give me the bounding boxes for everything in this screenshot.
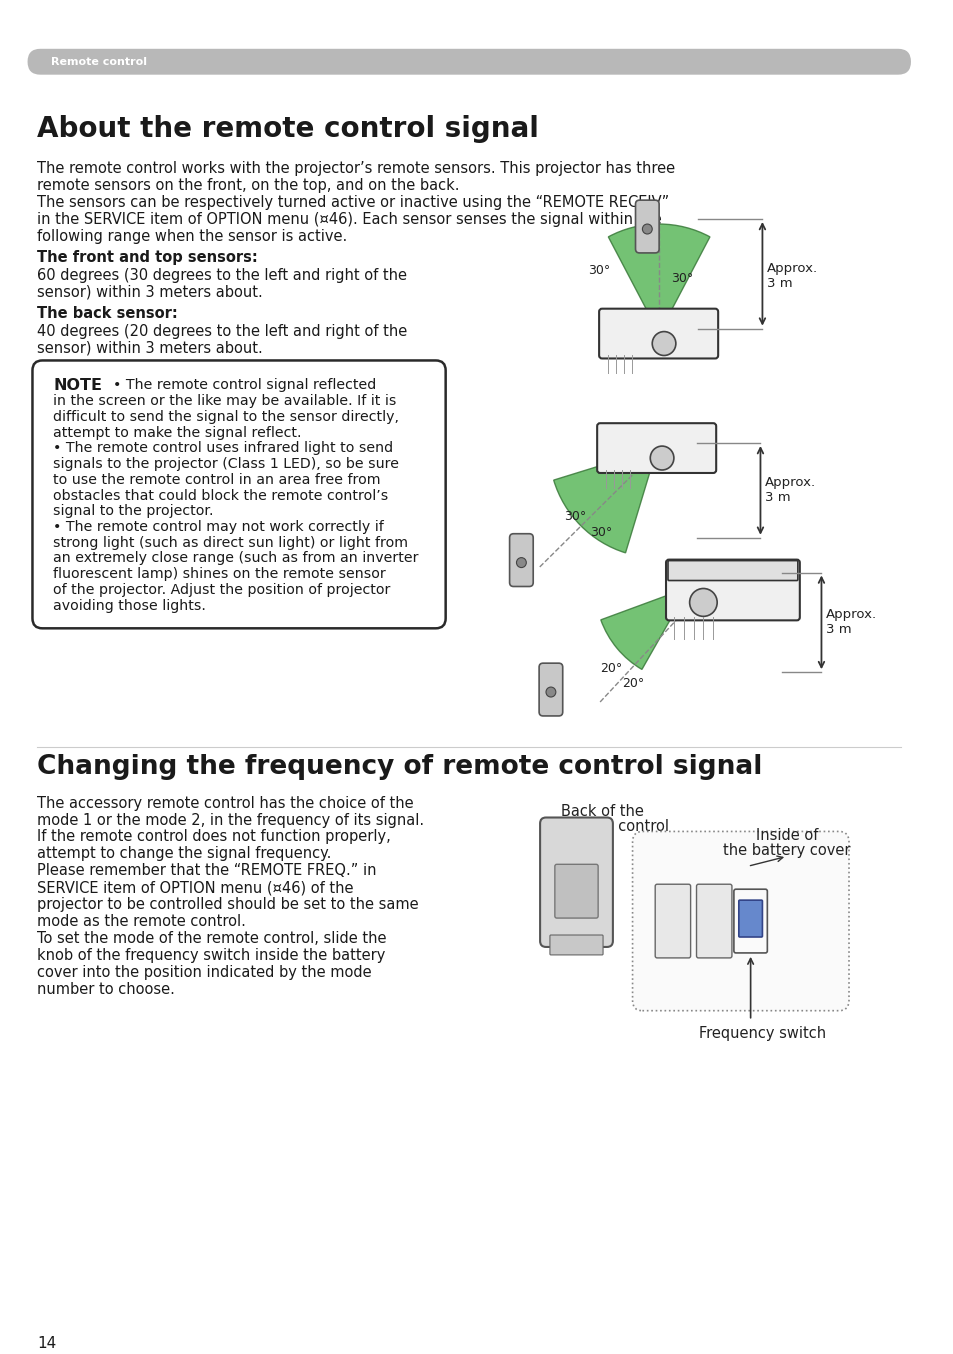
FancyBboxPatch shape [655, 884, 690, 957]
Wedge shape [553, 448, 657, 552]
Text: About the remote control signal: About the remote control signal [37, 115, 538, 142]
Text: Please remember that the “REMOTE FREQ.” in: Please remember that the “REMOTE FREQ.” … [37, 864, 376, 879]
FancyBboxPatch shape [696, 884, 731, 957]
Text: The back sensor:: The back sensor: [37, 306, 178, 321]
Text: 14: 14 [37, 1336, 56, 1351]
FancyBboxPatch shape [635, 200, 659, 253]
Text: knob of the frequency switch inside the battery: knob of the frequency switch inside the … [37, 948, 385, 963]
FancyBboxPatch shape [597, 424, 716, 473]
Text: Approx.
3 m: Approx. 3 m [766, 261, 818, 290]
Wedge shape [600, 588, 688, 669]
FancyBboxPatch shape [32, 360, 445, 628]
Circle shape [689, 589, 717, 616]
Text: strong light (such as direct sun light) or light from: strong light (such as direct sun light) … [53, 536, 408, 550]
Circle shape [652, 332, 675, 356]
Text: Changing the frequency of remote control signal: Changing the frequency of remote control… [37, 754, 762, 780]
Text: NOTE: NOTE [53, 378, 102, 394]
Text: Approx.
3 m: Approx. 3 m [825, 608, 877, 636]
Text: following range when the sensor is active.: following range when the sensor is activ… [37, 229, 347, 244]
Text: Approx.
3 m: Approx. 3 m [764, 475, 816, 504]
Text: the battery cover: the battery cover [722, 844, 850, 858]
Text: 60 degrees (30 degrees to the left and right of the: 60 degrees (30 degrees to the left and r… [37, 268, 407, 283]
Text: 30°: 30° [670, 272, 693, 284]
Text: 20°: 20° [599, 662, 621, 676]
Text: Remote control: Remote control [51, 57, 147, 66]
Text: attempt to make the signal reflect.: attempt to make the signal reflect. [53, 425, 301, 440]
Text: 40 degrees (20 degrees to the left and right of the: 40 degrees (20 degrees to the left and r… [37, 324, 407, 338]
Text: in the screen or the like may be available. If it is: in the screen or the like may be availab… [53, 394, 396, 408]
FancyBboxPatch shape [738, 900, 761, 937]
Text: signals to the projector (Class 1 LED), so be sure: signals to the projector (Class 1 LED), … [53, 458, 398, 471]
Text: obstacles that could block the remote control’s: obstacles that could block the remote co… [53, 489, 388, 502]
Text: remote control: remote control [560, 819, 668, 834]
FancyBboxPatch shape [598, 309, 718, 359]
Text: sensor) within 3 meters about.: sensor) within 3 meters about. [37, 284, 263, 299]
Text: an extremely close range (such as from an inverter: an extremely close range (such as from a… [53, 551, 418, 566]
Text: The front and top sensors:: The front and top sensors: [37, 250, 258, 265]
Text: • The remote control signal reflected: • The remote control signal reflected [104, 378, 376, 393]
Text: in the SERVICE item of OPTION menu (¤46). Each sensor senses the signal within t: in the SERVICE item of OPTION menu (¤46)… [37, 213, 661, 227]
Circle shape [641, 223, 652, 234]
Text: The remote control works with the projector’s remote sensors. This projector has: The remote control works with the projec… [37, 161, 675, 176]
Text: 30°: 30° [588, 264, 610, 276]
Text: cover into the position indicated by the mode: cover into the position indicated by the… [37, 965, 372, 980]
Text: • The remote control uses infrared light to send: • The remote control uses infrared light… [53, 441, 393, 455]
Circle shape [545, 686, 556, 697]
Text: mode as the remote control.: mode as the remote control. [37, 914, 246, 929]
FancyBboxPatch shape [667, 561, 797, 581]
Wedge shape [608, 223, 709, 333]
Text: fluorescent lamp) shines on the remote sensor: fluorescent lamp) shines on the remote s… [53, 567, 385, 581]
Text: • The remote control may not work correctly if: • The remote control may not work correc… [53, 520, 383, 533]
FancyBboxPatch shape [632, 831, 848, 1010]
Text: If the remote control does not function properly,: If the remote control does not function … [37, 830, 391, 845]
FancyBboxPatch shape [665, 559, 799, 620]
Circle shape [516, 558, 526, 567]
FancyBboxPatch shape [555, 864, 598, 918]
Text: Inside of: Inside of [755, 829, 818, 844]
Text: 30°: 30° [590, 525, 612, 539]
Text: Frequency switch: Frequency switch [699, 1025, 825, 1041]
Text: signal to the projector.: signal to the projector. [53, 504, 213, 519]
Text: mode 1 or the mode 2, in the frequency of its signal.: mode 1 or the mode 2, in the frequency o… [37, 812, 424, 827]
Text: number to choose.: number to choose. [37, 982, 175, 997]
FancyBboxPatch shape [509, 533, 533, 586]
Text: The sensors can be respectively turned active or inactive using the “REMOTE RECE: The sensors can be respectively turned a… [37, 195, 669, 210]
Text: avoiding those lights.: avoiding those lights. [53, 598, 206, 612]
Text: remote sensors on the front, on the top, and on the back.: remote sensors on the front, on the top,… [37, 179, 459, 194]
Text: The accessory remote control has the choice of the: The accessory remote control has the cho… [37, 796, 414, 811]
Text: 20°: 20° [621, 677, 643, 691]
Text: of the projector. Adjust the position of projector: of the projector. Adjust the position of… [53, 584, 390, 597]
Text: to use the remote control in an area free from: to use the remote control in an area fre… [53, 473, 380, 487]
Text: SERVICE item of OPTION menu (¤46) of the: SERVICE item of OPTION menu (¤46) of the [37, 880, 354, 895]
FancyBboxPatch shape [549, 936, 602, 955]
Text: difficult to send the signal to the sensor directly,: difficult to send the signal to the sens… [53, 410, 398, 424]
Text: sensor) within 3 meters about.: sensor) within 3 meters about. [37, 341, 263, 356]
Text: Back of the: Back of the [560, 803, 643, 819]
Circle shape [650, 445, 673, 470]
FancyBboxPatch shape [28, 49, 910, 74]
Text: projector to be controlled should be set to the same: projector to be controlled should be set… [37, 898, 418, 913]
Text: 30°: 30° [563, 509, 585, 523]
FancyBboxPatch shape [539, 818, 612, 946]
Text: To set the mode of the remote control, slide the: To set the mode of the remote control, s… [37, 932, 387, 946]
Text: attempt to change the signal frequency.: attempt to change the signal frequency. [37, 846, 332, 861]
FancyBboxPatch shape [538, 663, 562, 716]
